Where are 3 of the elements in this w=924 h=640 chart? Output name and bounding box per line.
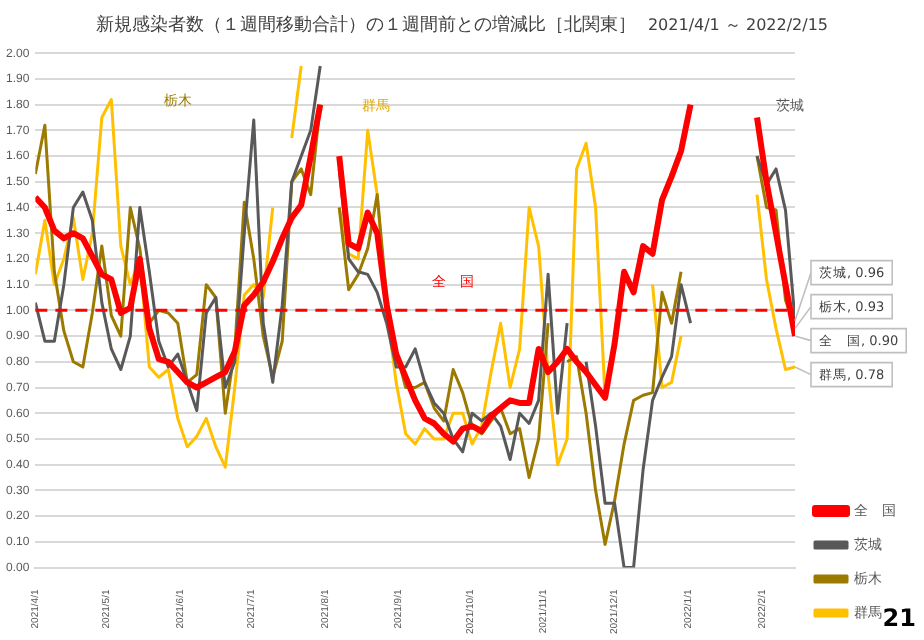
text: 21 <box>882 604 916 632</box>
chart-subtitle: 2021/4/1 ～ 2022/2/15 <box>647 16 829 34</box>
chart-title: 新規感染者数（１週間移動合計）の１週間前との増減比［北関東］ <box>95 16 636 36</box>
